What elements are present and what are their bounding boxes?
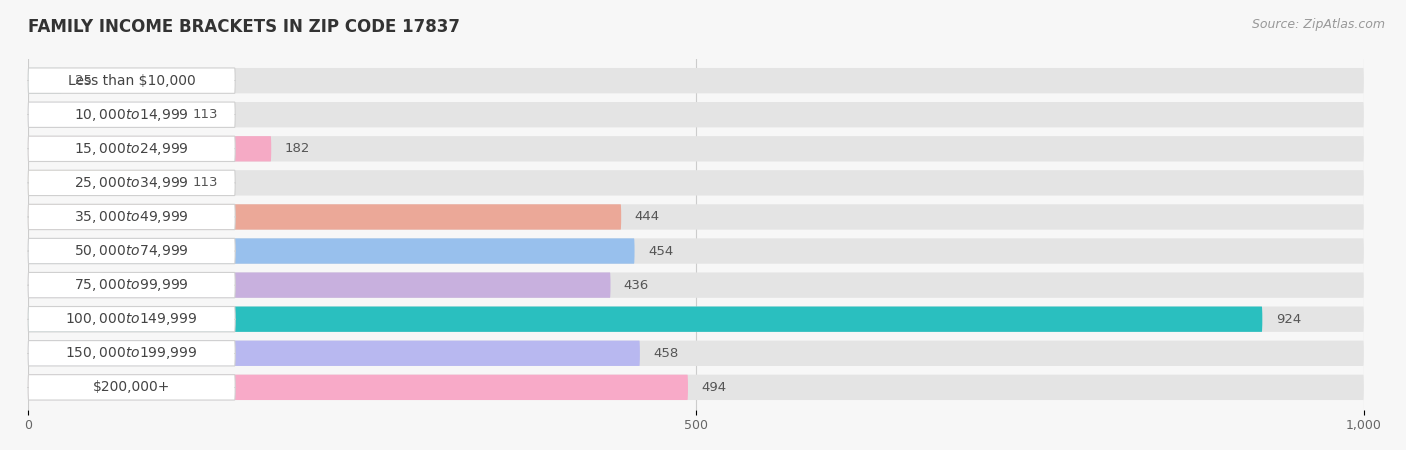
Text: 454: 454 <box>648 244 673 257</box>
Text: $10,000 to $14,999: $10,000 to $14,999 <box>75 107 188 123</box>
Text: $50,000 to $74,999: $50,000 to $74,999 <box>75 243 188 259</box>
Text: 444: 444 <box>634 211 659 224</box>
FancyBboxPatch shape <box>28 375 688 400</box>
Text: $150,000 to $199,999: $150,000 to $199,999 <box>66 345 198 361</box>
FancyBboxPatch shape <box>28 238 235 264</box>
Text: 924: 924 <box>1275 313 1301 326</box>
FancyBboxPatch shape <box>28 341 235 366</box>
Text: $25,000 to $34,999: $25,000 to $34,999 <box>75 175 188 191</box>
Text: $200,000+: $200,000+ <box>93 380 170 394</box>
FancyBboxPatch shape <box>28 272 1364 298</box>
FancyBboxPatch shape <box>28 238 634 264</box>
FancyBboxPatch shape <box>28 102 235 127</box>
FancyBboxPatch shape <box>28 136 271 162</box>
Text: $100,000 to $149,999: $100,000 to $149,999 <box>66 311 198 327</box>
FancyBboxPatch shape <box>28 204 235 230</box>
FancyBboxPatch shape <box>28 306 1263 332</box>
FancyBboxPatch shape <box>28 136 235 162</box>
FancyBboxPatch shape <box>28 272 235 298</box>
FancyBboxPatch shape <box>28 170 179 196</box>
FancyBboxPatch shape <box>28 341 1364 366</box>
FancyBboxPatch shape <box>28 170 1364 196</box>
FancyBboxPatch shape <box>28 341 640 366</box>
FancyBboxPatch shape <box>28 375 235 400</box>
FancyBboxPatch shape <box>28 238 1364 264</box>
Text: $15,000 to $24,999: $15,000 to $24,999 <box>75 141 188 157</box>
Text: 458: 458 <box>654 347 679 360</box>
FancyBboxPatch shape <box>28 272 610 298</box>
FancyBboxPatch shape <box>28 306 1364 332</box>
Text: 25: 25 <box>75 74 91 87</box>
FancyBboxPatch shape <box>28 170 235 196</box>
Text: $35,000 to $49,999: $35,000 to $49,999 <box>75 209 188 225</box>
Text: 182: 182 <box>284 142 309 155</box>
FancyBboxPatch shape <box>28 102 179 127</box>
FancyBboxPatch shape <box>28 102 1364 127</box>
FancyBboxPatch shape <box>28 306 235 332</box>
FancyBboxPatch shape <box>28 136 1364 162</box>
FancyBboxPatch shape <box>28 204 1364 230</box>
Text: 113: 113 <box>193 108 218 121</box>
FancyBboxPatch shape <box>28 204 621 230</box>
FancyBboxPatch shape <box>28 375 1364 400</box>
Text: Less than $10,000: Less than $10,000 <box>67 74 195 88</box>
Text: 436: 436 <box>624 279 650 292</box>
FancyBboxPatch shape <box>28 68 1364 93</box>
Text: 494: 494 <box>702 381 727 394</box>
Text: FAMILY INCOME BRACKETS IN ZIP CODE 17837: FAMILY INCOME BRACKETS IN ZIP CODE 17837 <box>28 18 460 36</box>
Text: Source: ZipAtlas.com: Source: ZipAtlas.com <box>1251 18 1385 31</box>
FancyBboxPatch shape <box>28 68 62 93</box>
Text: $75,000 to $99,999: $75,000 to $99,999 <box>75 277 188 293</box>
Text: 113: 113 <box>193 176 218 189</box>
FancyBboxPatch shape <box>28 68 235 93</box>
